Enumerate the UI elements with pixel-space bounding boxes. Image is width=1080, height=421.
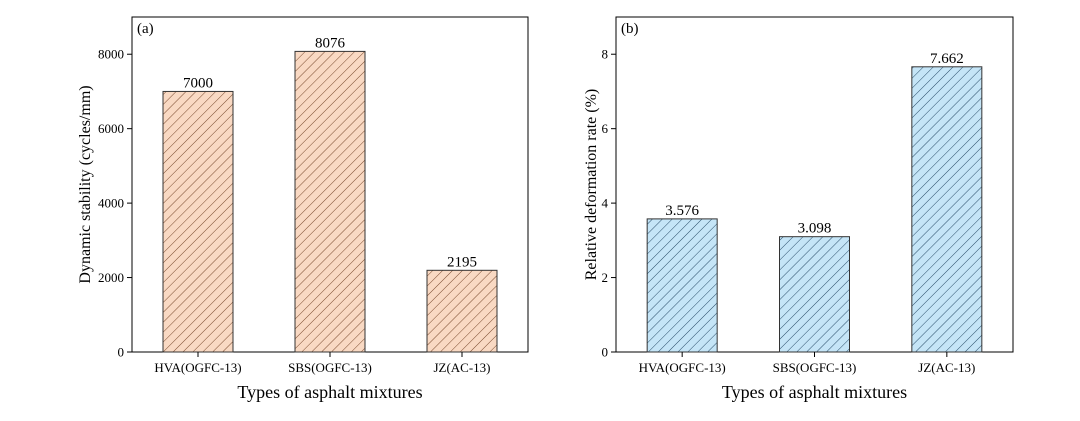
panel-a-dynamic-stability: (a) Dynamic stability (cycles/mm) Types … xyxy=(77,16,529,402)
y-tick-label: 2 xyxy=(602,270,609,285)
y-tick-label: 0 xyxy=(118,345,125,360)
bar xyxy=(779,236,850,353)
value-label: 7000 xyxy=(183,75,213,91)
category-label: JZ(AC-13) xyxy=(433,360,490,375)
category-label: HVA(OGFC-13) xyxy=(154,360,241,375)
y-axis-title: Relative deformation rate (%) xyxy=(583,89,600,280)
value-label: 8076 xyxy=(315,35,346,51)
category-label: SBS(OGFC-13) xyxy=(773,360,857,375)
value-label: 7.662 xyxy=(930,51,964,67)
y-tick-label: 8000 xyxy=(98,47,124,62)
x-axis-title: Types of asphalt mixtures xyxy=(722,382,907,402)
category-label: SBS(OGFC-13) xyxy=(288,360,372,375)
value-label: 3.576 xyxy=(665,203,699,219)
y-tick-label: 0 xyxy=(602,345,609,360)
panel-label: (a) xyxy=(137,21,154,37)
y-tick-label: 4 xyxy=(602,196,609,211)
y-tick-label: 4000 xyxy=(98,196,124,211)
category-label: JZ(AC-13) xyxy=(918,360,975,375)
bar xyxy=(911,66,983,353)
panel-b-relative-deformation-rate: (b) Relative deformation rate (%) Types … xyxy=(583,16,1014,402)
value-label: 3.098 xyxy=(798,221,832,237)
bar xyxy=(162,90,234,353)
x-axis-title: Types of asphalt mixtures xyxy=(237,382,422,402)
y-tick-label: 6 xyxy=(602,121,609,136)
category-label: HVA(OGFC-13) xyxy=(639,360,726,375)
panel-label: (b) xyxy=(621,21,639,37)
bar xyxy=(426,269,498,353)
y-tick-label: 8 xyxy=(602,47,609,62)
bar xyxy=(294,50,366,353)
value-label: 2195 xyxy=(447,254,477,270)
bar xyxy=(646,218,718,353)
y-tick-label: 6000 xyxy=(98,121,124,136)
y-axis-title: Dynamic stability (cycles/mm) xyxy=(77,85,94,283)
y-tick-label: 2000 xyxy=(98,270,124,285)
